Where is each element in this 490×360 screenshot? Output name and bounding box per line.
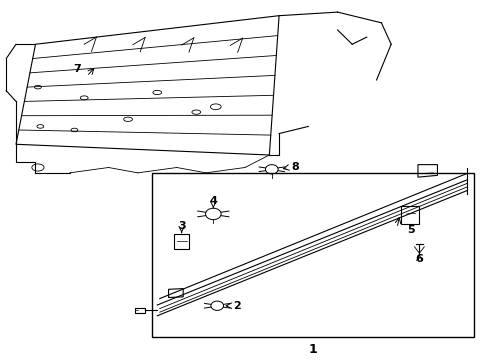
Text: 7: 7 [73, 64, 81, 74]
Bar [174, 234, 190, 249]
Bar [152, 173, 474, 337]
Text: 5: 5 [407, 225, 415, 235]
Bar [401, 206, 419, 224]
Text: 4: 4 [209, 197, 217, 206]
Text: 3: 3 [178, 221, 186, 231]
Text: 1: 1 [309, 343, 318, 356]
Text: 8: 8 [291, 162, 299, 172]
Text: 2: 2 [233, 301, 241, 311]
Text: 6: 6 [416, 254, 423, 264]
